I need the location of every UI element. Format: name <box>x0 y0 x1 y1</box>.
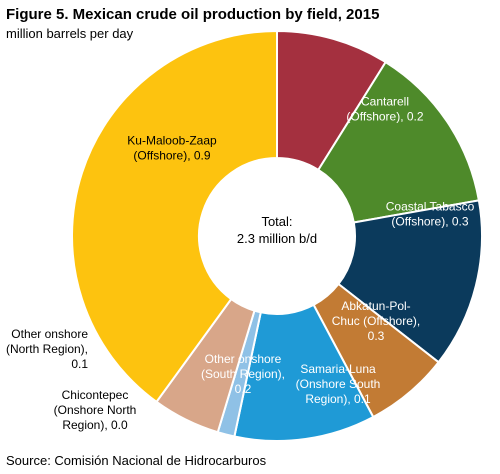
slice-6-label-line-0: Other onshore <box>11 327 88 341</box>
slice-0-label-line-1: (Offshore), 0.2 <box>346 110 423 124</box>
slice-5-label-line-1: (Onshore North <box>54 403 137 417</box>
slice-7-label-line-1: (Offshore), 0.9 <box>133 149 210 163</box>
slice-0-label-line-0: Cantarell <box>361 95 409 109</box>
slice-1-label-line-0: Coastal Tabasco <box>386 200 475 214</box>
slice-6-label-line-1: (North Region), <box>6 342 88 356</box>
slice-2-label-line-0: Abkatun-Pol- <box>341 299 410 313</box>
slice-4-label-line-0: Other onshore <box>205 352 282 366</box>
chart-source: Source: Comisión Nacional de Hidrocarbur… <box>6 453 267 468</box>
slice-2 <box>337 199 483 364</box>
slice-1 <box>316 60 481 224</box>
center-total-label: Total: <box>261 214 292 229</box>
slice-3-label-line-1: (Onshore South <box>296 377 381 391</box>
donut-slices <box>71 29 483 442</box>
slice-4-label-line-2: 0.2 <box>235 382 252 396</box>
slice-5-label-line-2: Region), 0.0 <box>62 418 128 432</box>
slice-7-label-line-0: Ku-Maloob-Zaap <box>127 134 217 148</box>
slice-5-label-line-0: Chicontepec <box>62 388 129 402</box>
slice-1-label-line-1: (Offshore), 0.3 <box>391 215 468 229</box>
slice-3-label-line-0: Samaria-Luna <box>300 362 376 376</box>
slice-7 <box>71 29 278 404</box>
chart-subtitle: million barrels per day <box>6 26 134 41</box>
slice-3-label-line-2: Region), 0.1 <box>305 392 371 406</box>
slice-2-label-line-2: 0.3 <box>368 329 385 343</box>
chart-title: Figure 5. Mexican crude oil production b… <box>6 6 380 23</box>
slice-2-label-line-1: Chuc (Offshore), <box>332 314 420 328</box>
slice-4-label-line-1: (South Region), <box>201 367 285 381</box>
center-total-value: 2.3 million b/d <box>237 231 317 246</box>
slice-6-label-line-2: 0.1 <box>71 357 88 371</box>
